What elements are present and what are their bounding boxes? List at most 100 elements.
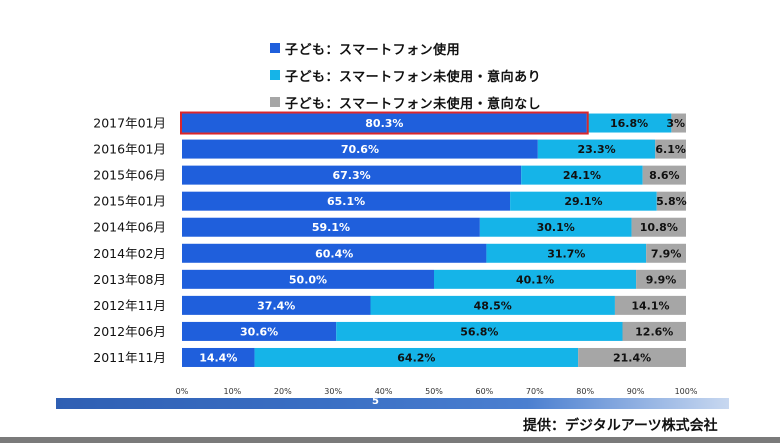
page-number: 5	[372, 396, 379, 407]
legend-label-intent-no: 子ども：スマートフォン未使用・意向なし	[285, 96, 542, 112]
x-tick-label: 60%	[476, 387, 494, 396]
legend-label-used: 子ども：スマートフォン使用	[285, 42, 461, 58]
x-tick-label: 10%	[224, 387, 242, 396]
data-label: 24.1%	[563, 169, 601, 182]
data-label: 14.4%	[199, 351, 237, 364]
data-label: 3%	[666, 117, 685, 130]
data-label: 30.1%	[537, 221, 575, 234]
data-label: 64.2%	[397, 351, 435, 364]
data-label: 10.8%	[640, 221, 678, 234]
bar-segment	[656, 191, 686, 211]
data-label: 65.1%	[327, 195, 365, 208]
bar-segment	[631, 217, 686, 237]
credit-text: 提供：デジタルアーツ株式会社	[523, 418, 718, 434]
x-tick-label: 20%	[274, 387, 292, 396]
data-label: 70.6%	[341, 143, 379, 156]
legend: 子ども：スマートフォン使用 子ども：スマートフォン未使用・意向あり 子ども：スマ…	[270, 36, 541, 117]
bottom-divider	[0, 437, 780, 443]
x-tick-label: 90%	[627, 387, 645, 396]
data-label: 9.9%	[646, 273, 677, 286]
bar-series	[182, 113, 686, 367]
data-label: 14.1%	[631, 299, 669, 312]
bar-segment	[671, 113, 686, 133]
bar-segment	[622, 321, 686, 341]
data-label: 37.4%	[257, 299, 295, 312]
y-axis-labels: 2017年01月 2016年01月 2015年06月 2015年01月 2014年06月…	[93, 116, 166, 365]
bar-segment	[578, 347, 686, 367]
bar-segment	[182, 217, 480, 237]
y-tick-label: 2015年01月	[93, 194, 166, 209]
data-label: 60.4%	[315, 247, 353, 260]
data-label: 59.1%	[312, 221, 350, 234]
x-axis-tick-labels: 0% 10% 20% 30% 40% 50% 60% 70% 80% 90% 100%	[176, 387, 698, 396]
y-tick-label: 2012年06月	[93, 324, 166, 339]
legend-swatch-intent-no	[270, 97, 280, 107]
data-labels: 80.3% 16.8% 3% 70.6% 23.3% 6.1% 67.3% 24.1% 8.6%…	[199, 117, 686, 364]
data-label: 56.8%	[460, 325, 498, 338]
bar-segment	[182, 165, 522, 185]
bar-segment	[182, 243, 487, 263]
x-tick-label: 80%	[576, 387, 594, 396]
footer-bar	[56, 398, 729, 409]
x-tick-label: 30%	[324, 387, 342, 396]
y-tick-label: 2014年02月	[93, 246, 166, 261]
bar-segment	[510, 191, 657, 211]
bar-segment	[182, 139, 538, 159]
data-label: 30.6%	[240, 325, 278, 338]
bar-segment	[537, 139, 656, 159]
y-tick-label: 2012年11月	[93, 298, 166, 313]
x-tick-label: 0%	[176, 387, 189, 396]
highlight-rect	[180, 111, 589, 135]
data-label: 23.3%	[577, 143, 615, 156]
bar-segment	[646, 243, 686, 263]
data-label: 80.3%	[365, 117, 403, 130]
data-label: 21.4%	[613, 351, 651, 364]
data-label: 5.8%	[656, 195, 687, 208]
legend-item-intent-yes: 子ども：スマートフォン未使用・意向あり	[270, 63, 541, 87]
bar-segment	[614, 295, 686, 315]
x-tick-label: 70%	[526, 387, 544, 396]
y-tick-label: 2017年01月	[93, 116, 166, 131]
bar-segment	[336, 321, 623, 341]
bar-segment	[642, 165, 686, 185]
y-tick-label: 2014年06月	[93, 220, 166, 235]
bar-segment	[479, 217, 632, 237]
bar-segment	[486, 243, 647, 263]
data-label: 40.1%	[516, 273, 554, 286]
y-tick-label: 2016年01月	[93, 142, 166, 157]
legend-swatch-used	[270, 43, 280, 53]
data-label: 29.1%	[564, 195, 602, 208]
bar-segment	[254, 347, 579, 367]
highlight-box	[180, 111, 589, 135]
bar-segment	[655, 139, 686, 159]
data-label: 7.9%	[651, 247, 682, 260]
x-tick-label: 50%	[425, 387, 443, 396]
bar-segment	[182, 295, 371, 315]
bar-segment	[182, 321, 337, 341]
data-label: 6.1%	[655, 143, 686, 156]
data-label: 67.3%	[333, 169, 371, 182]
y-tick-label: 2015年06月	[93, 168, 166, 183]
bar-segment	[586, 113, 672, 133]
bar-segment	[182, 347, 255, 367]
data-label: 48.5%	[474, 299, 512, 312]
x-tick-label: 100%	[675, 387, 698, 396]
y-tick-label: 2011年11月	[93, 350, 166, 365]
legend-label-intent-yes: 子ども：スマートフォン未使用・意向あり	[285, 69, 542, 85]
data-label: 16.8%	[610, 117, 648, 130]
y-tick-label: 2013年08月	[93, 272, 166, 287]
bar-segment	[182, 269, 434, 289]
bar-segment	[434, 269, 637, 289]
bar-segment	[521, 165, 643, 185]
bar-segment	[182, 191, 511, 211]
data-label: 8.6%	[649, 169, 680, 182]
legend-swatch-intent-yes	[270, 70, 280, 80]
bar-segment	[636, 269, 686, 289]
data-label: 50.0%	[289, 273, 327, 286]
data-label: 12.6%	[635, 325, 673, 338]
data-label: 31.7%	[547, 247, 585, 260]
bar-segment	[370, 295, 615, 315]
legend-item-intent-no: 子ども：スマートフォン未使用・意向なし	[270, 90, 541, 114]
x-tick-label: 40%	[375, 387, 393, 396]
